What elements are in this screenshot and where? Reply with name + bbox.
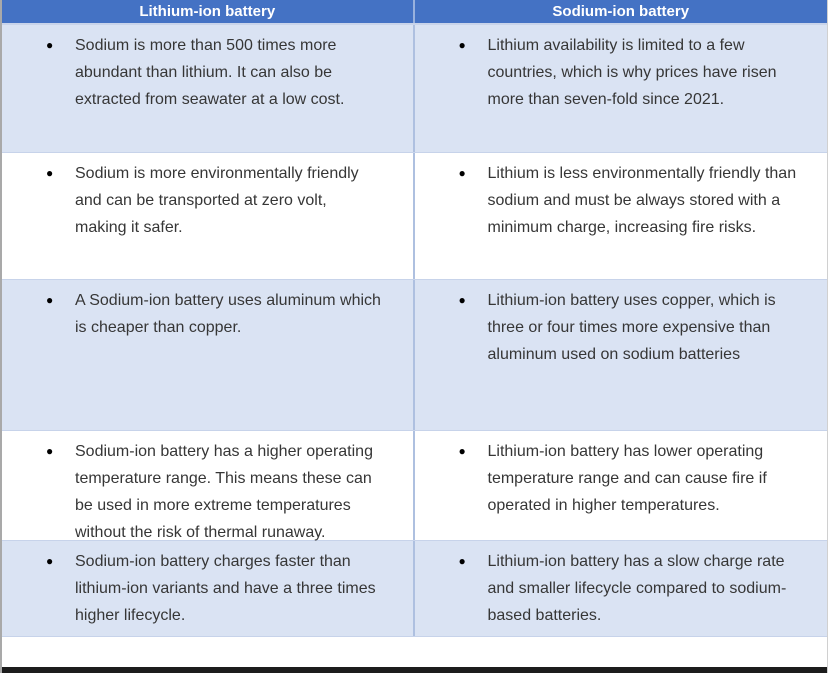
table-cell-right: ● Lithium-ion battery has a slow charge …: [415, 541, 828, 636]
table-cell-left: ● Sodium-ion battery charges faster than…: [2, 541, 415, 636]
cell-text: Lithium availability is limited to a few…: [487, 37, 777, 108]
bullet-icon: ●: [458, 293, 466, 307]
table-cell-left: ● Sodium is more environmentally friendl…: [2, 153, 415, 279]
table-row: ● Sodium is more than 500 times more abu…: [2, 25, 827, 153]
cell-text: Lithium-ion battery uses copper, which i…: [487, 292, 776, 363]
table-row: ● Sodium-ion battery has a higher operat…: [2, 431, 827, 541]
bottom-border-bar: [2, 667, 827, 673]
column-header-lithium-ion: Lithium-ion battery: [2, 0, 415, 23]
table-header-row: Lithium-ion battery Sodium-ion battery: [2, 0, 827, 25]
cell-text: Lithium is less environmentally friendly…: [487, 165, 797, 236]
bullet-icon: ●: [458, 554, 466, 568]
cell-text: A Sodium-ion battery uses aluminum which…: [75, 292, 381, 336]
bullet-icon: ●: [458, 166, 466, 180]
cell-text: Sodium is more environmentally friendly …: [75, 165, 359, 236]
bullet-icon: ●: [46, 166, 54, 180]
table-cell-left: ● Sodium is more than 500 times more abu…: [2, 25, 415, 152]
bullet-icon: ●: [46, 293, 54, 307]
bullet-icon: ●: [46, 444, 54, 458]
table-row: ● Sodium-ion battery charges faster than…: [2, 541, 827, 637]
table-row: ● Sodium is more environmentally friendl…: [2, 153, 827, 280]
table-cell-left: ● Sodium-ion battery has a higher operat…: [2, 431, 415, 541]
table-row: ● A Sodium-ion battery uses aluminum whi…: [2, 280, 827, 431]
table-cell-right: ● Lithium is less environmentally friend…: [415, 153, 828, 279]
cell-text: Sodium-ion battery charges faster than l…: [75, 553, 376, 624]
table-cell-right: ● Lithium availability is limited to a f…: [415, 25, 828, 152]
bullet-icon: ●: [46, 38, 54, 52]
cell-text: Lithium-ion battery has lower operating …: [487, 443, 767, 514]
cell-text: Sodium-ion battery has a higher operatin…: [75, 443, 373, 541]
bullet-icon: ●: [458, 444, 466, 458]
table-cell-right: ● Lithium-ion battery has lower operatin…: [415, 431, 828, 540]
bullet-icon: ●: [458, 38, 466, 52]
cell-text: Sodium is more than 500 times more abund…: [75, 37, 345, 108]
column-header-sodium-ion: Sodium-ion battery: [552, 3, 690, 20]
table-cell-right: ● Lithium-ion battery uses copper, which…: [415, 280, 828, 430]
bullet-icon: ●: [46, 554, 54, 568]
table-cell-left: ● A Sodium-ion battery uses aluminum whi…: [2, 280, 415, 430]
cell-text: Lithium-ion battery has a slow charge ra…: [487, 553, 787, 624]
